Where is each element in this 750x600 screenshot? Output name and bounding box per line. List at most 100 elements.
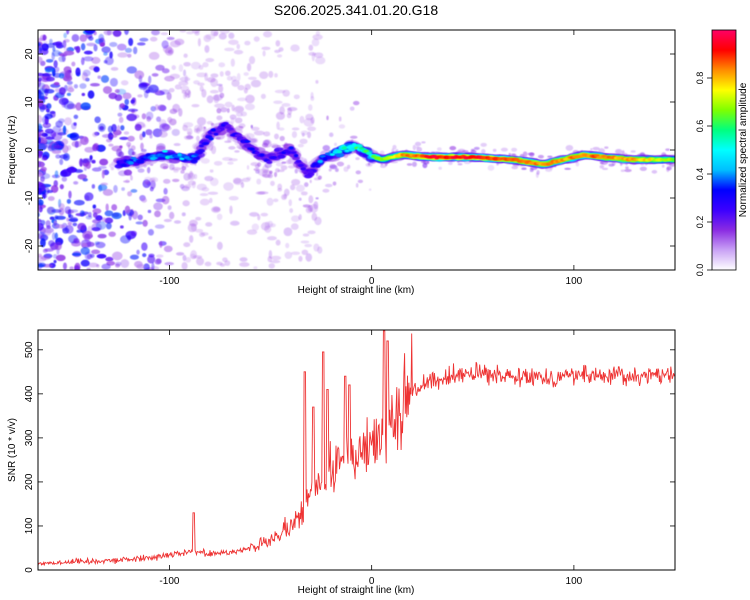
heatmap-cell xyxy=(142,253,147,258)
heatmap-cell xyxy=(61,176,68,182)
heatmap-cell xyxy=(149,36,158,42)
heatmap-cell xyxy=(122,210,126,217)
heatmap-cell xyxy=(118,116,124,124)
heatmap-cell xyxy=(277,183,283,190)
heatmap-y-tick-label: -20 xyxy=(24,238,35,253)
heatmap-cell xyxy=(109,77,118,87)
heatmap-cell xyxy=(66,198,72,204)
heatmap-cell xyxy=(224,101,233,108)
heatmap-cell xyxy=(194,124,203,132)
heatmap-cell xyxy=(275,111,286,120)
heatmap-cell xyxy=(308,195,314,204)
heatmap-cell xyxy=(44,67,55,73)
heatmap-cell xyxy=(219,92,225,99)
heatmap-cell xyxy=(103,60,108,64)
heatmap-cell xyxy=(250,79,262,88)
heatmap-cell xyxy=(124,30,129,35)
heatmap-cell xyxy=(73,181,79,185)
heatmap-cell xyxy=(297,163,304,167)
heatmap-cell xyxy=(281,161,287,164)
heatmap-cell xyxy=(46,43,56,49)
heatmap-cell xyxy=(169,108,178,115)
heatmap-cell xyxy=(239,262,250,267)
heatmap-cell xyxy=(615,148,623,154)
heatmap-cell xyxy=(116,125,121,133)
heatmap-cell xyxy=(166,92,172,101)
heatmap-cell xyxy=(97,75,102,79)
heatmap-cell xyxy=(310,92,314,99)
heatmap-cell xyxy=(257,168,268,177)
heatmap-cell xyxy=(302,204,311,208)
heatmap-cell xyxy=(140,142,144,151)
heatmap-cell xyxy=(160,32,169,36)
heatmap-cell xyxy=(148,51,160,60)
heatmap-cell xyxy=(329,132,334,137)
heatmap-cell xyxy=(449,145,457,151)
heatmap-cell xyxy=(154,224,165,229)
heatmap-cell xyxy=(244,83,251,90)
heatmap-cell xyxy=(114,94,123,101)
heatmap-cell xyxy=(319,154,326,158)
heatmap-cell xyxy=(40,161,45,169)
heatmap-cell xyxy=(101,169,105,179)
heatmap-cell xyxy=(68,218,78,222)
heatmap-cell xyxy=(195,216,202,221)
heatmap-cell xyxy=(262,50,266,57)
heatmap-cell xyxy=(150,176,159,183)
heatmap-cell xyxy=(223,182,234,191)
heatmap-cell xyxy=(195,228,204,233)
heatmap-cell xyxy=(55,254,66,262)
heatmap-cell xyxy=(187,131,192,136)
heatmap-cell xyxy=(130,189,138,193)
heatmap-cell xyxy=(301,249,309,256)
heatmap-cell xyxy=(164,126,172,131)
heatmap-cell xyxy=(256,178,262,185)
heatmap-cell xyxy=(412,144,417,151)
heatmap-x-tick-label: -100 xyxy=(159,276,179,287)
heatmap-cell xyxy=(130,175,133,181)
heatmap-cell xyxy=(224,47,235,52)
heatmap-cell xyxy=(67,221,73,226)
heatmap-cell xyxy=(190,159,198,164)
heatmap-cell xyxy=(133,46,138,55)
heatmap-cell xyxy=(278,127,285,131)
heatmap-cell xyxy=(414,141,422,147)
heatmap-cell xyxy=(173,220,182,224)
heatmap-cell xyxy=(204,175,214,182)
heatmap-cell xyxy=(167,205,172,211)
heatmap-cell xyxy=(274,73,278,78)
heatmap-cell xyxy=(66,92,71,96)
snr-x-axis-label: Height of straight line (km) xyxy=(298,585,415,596)
heatmap-cell xyxy=(120,163,127,167)
heatmap-cell xyxy=(194,31,200,36)
heatmap-cell xyxy=(273,198,279,203)
heatmap-cell xyxy=(183,69,187,77)
heatmap-cell xyxy=(263,31,273,38)
heatmap-cell xyxy=(246,63,252,72)
heatmap-cell xyxy=(163,187,168,195)
heatmap-cell xyxy=(268,263,275,269)
heatmap-cell xyxy=(67,84,73,89)
heatmap-cell xyxy=(322,157,328,161)
heatmap-cell xyxy=(307,230,316,235)
heatmap-cell xyxy=(63,50,75,56)
heatmap-cell xyxy=(38,98,44,107)
heatmap-cell xyxy=(307,169,314,174)
heatmap-cell xyxy=(136,263,145,270)
heatmap-cell xyxy=(290,223,299,230)
heatmap-cell xyxy=(130,99,135,104)
heatmap-cell xyxy=(156,116,162,122)
heatmap-cell xyxy=(53,60,58,68)
heatmap-cell xyxy=(80,57,85,66)
heatmap-cell xyxy=(274,133,279,140)
heatmap-cell xyxy=(38,130,45,140)
heatmap-cell xyxy=(196,72,207,78)
heatmap-cell xyxy=(233,49,244,55)
heatmap-cell xyxy=(171,65,176,70)
heatmap-cell xyxy=(161,68,170,74)
heatmap-cell xyxy=(161,40,169,49)
heatmap-cell xyxy=(38,218,42,223)
heatmap-cell xyxy=(42,73,53,77)
heatmap-cell xyxy=(45,59,54,63)
